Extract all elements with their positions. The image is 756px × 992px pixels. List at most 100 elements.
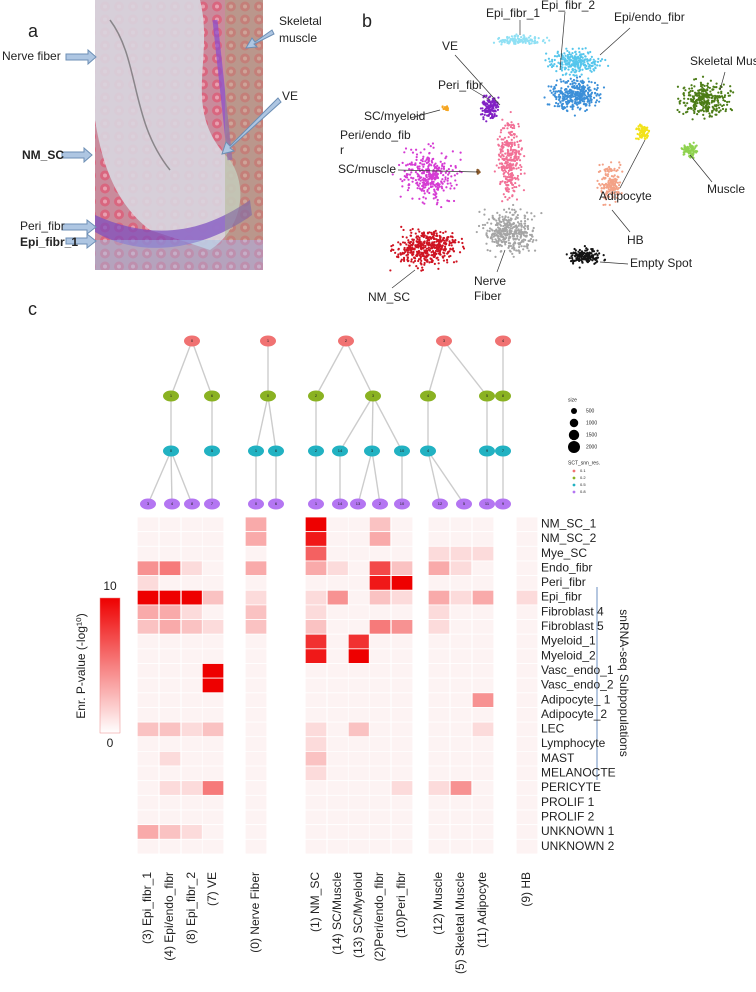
- umap-point: [490, 104, 494, 107]
- umap-point: [490, 116, 494, 119]
- umap-point: [571, 254, 574, 257]
- umap-point: [523, 36, 526, 39]
- tree-node: [495, 498, 511, 510]
- tree-edge: [267, 395, 277, 452]
- umap-point: [514, 153, 517, 156]
- heatmap-cell: [449, 619, 473, 635]
- tree-node-label: 1: [315, 501, 318, 506]
- umap-point: [406, 258, 409, 261]
- heatmap-cell: [304, 677, 328, 694]
- umap-point: [427, 158, 431, 162]
- umap-point: [499, 150, 503, 153]
- umap-point: [510, 167, 513, 170]
- column-label: (14) SC/Muscle: [330, 872, 344, 955]
- umap-point: [512, 40, 515, 43]
- heatmap-cell: [244, 780, 268, 796]
- legend-res: [572, 490, 576, 494]
- umap-point: [422, 189, 426, 193]
- umap-point: [513, 157, 516, 160]
- heatmap-cell: [244, 589, 268, 606]
- tree-node: [436, 335, 452, 347]
- umap-point: [687, 106, 690, 110]
- label: SC/myeloid: [364, 109, 425, 123]
- umap-point: [606, 183, 609, 186]
- umap-point: [560, 68, 563, 71]
- umap-point: [595, 260, 599, 263]
- umap-point: [540, 211, 543, 215]
- umap-point: [493, 218, 496, 221]
- umap-point: [502, 138, 505, 141]
- umap-point: [571, 106, 574, 109]
- tree-node-label: 3: [147, 501, 150, 506]
- umap-point: [714, 113, 717, 116]
- umap-point: [401, 235, 404, 238]
- umap-point: [503, 40, 506, 43]
- umap-point: [511, 252, 514, 255]
- umap-point: [506, 161, 509, 164]
- tree-node: [479, 390, 495, 402]
- umap-point: [506, 127, 509, 130]
- heatmap-cell: [201, 589, 225, 606]
- label: Adipocyte: [599, 189, 652, 203]
- umap-point: [554, 95, 557, 99]
- heatmap-cell: [180, 604, 204, 620]
- umap-point: [507, 169, 510, 172]
- umap-point: [411, 197, 414, 200]
- umap-point: [494, 101, 497, 104]
- heatmap-cell: [515, 736, 539, 752]
- heatmap-cell: [244, 692, 268, 708]
- umap-point: [522, 34, 525, 37]
- umap-point: [505, 156, 508, 159]
- umap-point: [683, 86, 686, 89]
- umap-point: [498, 227, 501, 230]
- umap-point: [485, 233, 488, 236]
- umap-point: [560, 90, 563, 94]
- heatmap-cell: [244, 663, 268, 679]
- heatmap-cell: [326, 589, 350, 606]
- umap-point: [523, 38, 526, 41]
- umap-point: [512, 222, 515, 226]
- tree-node-label: 8: [191, 501, 194, 506]
- umap-point: [417, 184, 420, 188]
- umap-point: [690, 107, 693, 110]
- umap-point: [710, 94, 713, 97]
- umap-point: [583, 64, 586, 67]
- umap-point: [718, 106, 721, 109]
- umap-point: [596, 64, 599, 67]
- umap-point: [419, 162, 422, 165]
- umap-point: [573, 84, 576, 88]
- umap-point: [444, 249, 447, 252]
- umap-point: [706, 88, 709, 91]
- umap-point: [509, 219, 512, 222]
- umap-point: [461, 241, 464, 245]
- umap-point: [448, 242, 451, 245]
- umap-point: [721, 96, 725, 99]
- heatmap-cell: [390, 677, 414, 694]
- umap-point: [723, 94, 727, 97]
- umap-point: [562, 95, 565, 98]
- umap-point: [642, 130, 645, 133]
- umap-point: [617, 191, 620, 194]
- umap-point: [501, 180, 504, 183]
- umap-point: [431, 142, 435, 145]
- umap-point: [441, 163, 444, 166]
- heatmap-cell: [368, 794, 392, 811]
- umap-point: [433, 163, 436, 166]
- umap-point: [507, 216, 510, 219]
- umap-point: [509, 162, 512, 165]
- umap-point: [510, 130, 514, 133]
- tree-edge: [255, 395, 269, 452]
- umap-point: [580, 61, 583, 64]
- umap-point: [596, 249, 599, 252]
- umap-point: [574, 100, 577, 103]
- column-label: (8) Epi_fibr_2: [184, 872, 198, 944]
- umap-point: [404, 147, 408, 150]
- umap-point: [570, 252, 573, 255]
- umap-point: [481, 109, 484, 112]
- column-label: (12) Muscle: [431, 872, 445, 935]
- umap-point: [514, 42, 517, 45]
- heatmap-cell: [326, 824, 350, 840]
- heatmap-cell: [136, 633, 160, 650]
- umap-point: [434, 196, 437, 199]
- heatmap-cell: [449, 809, 473, 826]
